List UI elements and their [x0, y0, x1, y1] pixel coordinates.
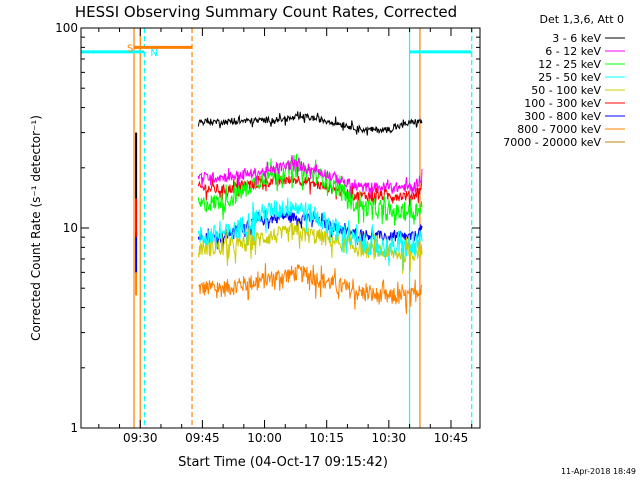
- legend-label: 12 - 25 keV: [538, 58, 601, 71]
- chart-title: HESSI Observing Summary Count Rates, Cor…: [75, 3, 457, 21]
- x-tick-label: 10:15: [309, 431, 344, 445]
- y-tick-label: 100: [55, 21, 78, 35]
- y-tick-label: 1: [70, 421, 78, 435]
- flag-label-n: N: [150, 48, 157, 59]
- legend-label: 7000 - 20000 keV: [503, 136, 601, 149]
- y-axis-label: Corrected Count Rate (s⁻¹ detector⁻¹): [29, 115, 43, 341]
- x-tick-label: 10:45: [434, 431, 469, 445]
- x-axis-label: Start Time (04-Oct-17 09:15:42): [178, 455, 388, 470]
- series-25-50-kev: [197, 197, 423, 271]
- legend-label: 50 - 100 keV: [531, 84, 601, 97]
- series-800-7000-kev: [198, 263, 423, 314]
- y-tick-label: 10: [63, 221, 78, 235]
- legend-title: Det 1,3,6, Att 0: [540, 13, 624, 26]
- legend-label: 300 - 800 keV: [524, 110, 601, 123]
- legend-label: 3 - 6 keV: [552, 32, 601, 45]
- series-50-100-kev: [197, 220, 423, 274]
- x-tick-label: 09:45: [185, 431, 220, 445]
- flag-label-s: S: [127, 43, 133, 54]
- series-6-12-kev: [197, 155, 423, 198]
- footer-date: 11-Apr-2018 18:49: [561, 467, 636, 476]
- x-tick-label: 09:30: [123, 431, 158, 445]
- plot-content: [81, 28, 473, 428]
- axes: 09:30 09:45 10:00 10:15 10:30 10:45 1 10 100: [55, 21, 481, 445]
- legend-label: 6 - 12 keV: [545, 45, 601, 58]
- series-3-6-kev: [197, 111, 423, 136]
- legend-label: 25 - 50 keV: [538, 71, 601, 84]
- x-tick-label: 10:30: [372, 431, 407, 445]
- x-tick-label: 10:00: [247, 431, 282, 445]
- legend-label: 800 - 7000 keV: [517, 123, 601, 136]
- legend-label: 100 - 300 keV: [524, 97, 601, 110]
